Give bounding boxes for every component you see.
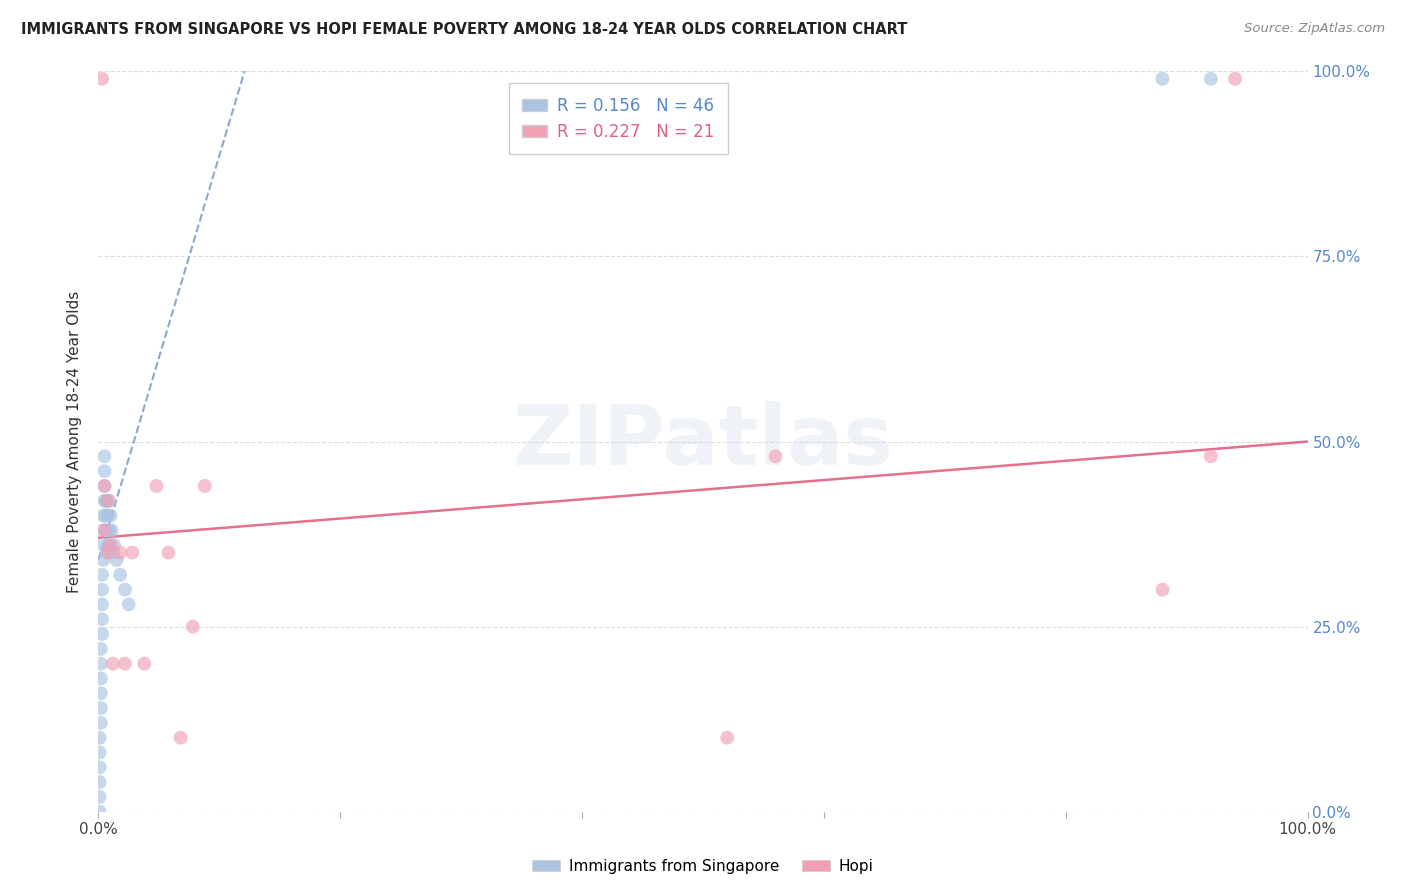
Point: [97, 508, 120, 523]
Point: [93, 524, 115, 538]
Point: [96, 493, 118, 508]
Point: [97, 493, 120, 508]
Point: [157, 546, 180, 560]
Point: [114, 657, 136, 671]
Point: [94, 493, 117, 508]
Point: [89, 789, 111, 804]
Point: [90, 701, 112, 715]
Point: [89, 805, 111, 819]
Point: [97, 546, 120, 560]
Point: [1152, 71, 1174, 86]
Point: [1152, 582, 1174, 597]
Point: [101, 546, 124, 560]
Point: [90, 641, 112, 656]
Point: [91, 582, 114, 597]
Point: [91, 553, 114, 567]
Point: [98, 493, 121, 508]
Point: [89, 731, 111, 745]
Point: [118, 598, 141, 612]
Point: [89, 746, 111, 760]
Point: [121, 546, 143, 560]
Point: [93, 479, 115, 493]
Point: [91, 598, 114, 612]
Point: [93, 450, 115, 464]
Point: [169, 731, 191, 745]
Point: [91, 71, 114, 86]
Point: [90, 657, 112, 671]
Point: [765, 450, 787, 464]
Point: [96, 524, 118, 538]
Point: [100, 508, 122, 523]
Point: [91, 524, 114, 538]
Legend: R = 0.156   N = 46, R = 0.227   N = 21: R = 0.156 N = 46, R = 0.227 N = 21: [509, 83, 728, 154]
Point: [89, 775, 111, 789]
Point: [181, 619, 204, 633]
Point: [108, 546, 131, 560]
Point: [1199, 71, 1222, 86]
Point: [94, 524, 117, 538]
Point: [93, 464, 115, 478]
Point: [91, 567, 114, 582]
Text: ZIPatlas: ZIPatlas: [513, 401, 893, 482]
Point: [100, 538, 122, 552]
Point: [194, 479, 217, 493]
Legend: Immigrants from Singapore, Hopi: Immigrants from Singapore, Hopi: [526, 853, 880, 880]
Point: [90, 715, 112, 730]
Point: [114, 582, 136, 597]
Point: [90, 686, 112, 700]
Point: [90, 672, 112, 686]
Point: [98, 524, 121, 538]
Point: [1223, 71, 1246, 86]
Point: [103, 538, 125, 552]
Point: [97, 538, 120, 552]
Point: [105, 553, 128, 567]
Point: [93, 493, 115, 508]
Point: [134, 657, 156, 671]
Point: [101, 657, 124, 671]
Point: [716, 731, 738, 745]
Point: [145, 479, 167, 493]
Point: [94, 508, 117, 523]
Point: [93, 479, 115, 493]
Point: [100, 538, 122, 552]
Text: Source: ZipAtlas.com: Source: ZipAtlas.com: [1244, 22, 1385, 36]
Point: [108, 567, 131, 582]
Point: [91, 508, 114, 523]
Point: [100, 524, 122, 538]
Point: [96, 546, 118, 560]
Point: [91, 538, 114, 552]
Point: [1199, 450, 1222, 464]
Point: [91, 627, 114, 641]
Point: [89, 760, 111, 774]
Y-axis label: Female Poverty Among 18-24 Year Olds: Female Poverty Among 18-24 Year Olds: [67, 291, 83, 592]
Point: [91, 612, 114, 626]
Text: IMMIGRANTS FROM SINGAPORE VS HOPI FEMALE POVERTY AMONG 18-24 YEAR OLDS CORRELATI: IMMIGRANTS FROM SINGAPORE VS HOPI FEMALE…: [21, 22, 907, 37]
